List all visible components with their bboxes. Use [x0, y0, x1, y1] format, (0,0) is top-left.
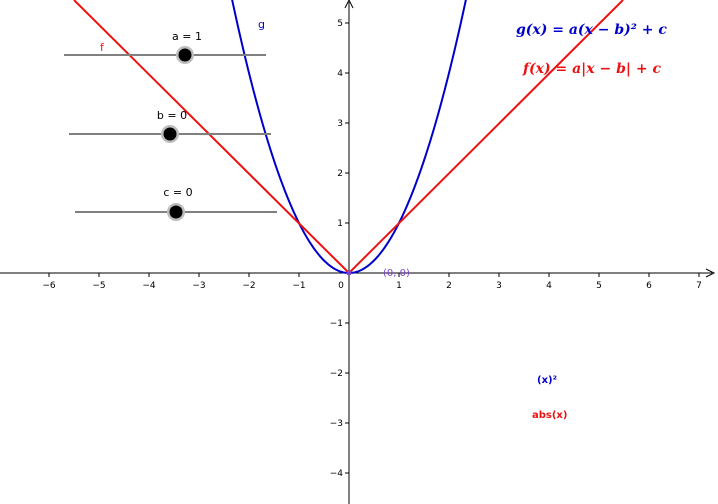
square-function-button[interactable]: (x)²	[537, 375, 557, 386]
vertex-point[interactable]	[346, 270, 352, 276]
slider-b[interactable]: b = 0	[69, 109, 271, 143]
curve-label-g: g	[258, 18, 265, 31]
formula-g: g(x) = a(x − b)² + c	[516, 22, 667, 38]
x-tick-label: 0	[338, 281, 344, 291]
x-tick-label: −2	[242, 281, 255, 291]
y-tick-label: 5	[337, 19, 343, 29]
slider-a[interactable]: a = 1	[64, 30, 266, 64]
slider-b-label: b = 0	[157, 109, 187, 122]
x-tick-label: 3	[496, 281, 502, 291]
x-tick-label: −5	[92, 281, 105, 291]
slider-c[interactable]: c = 0	[75, 186, 277, 221]
y-tick-label: −4	[330, 469, 344, 479]
x-tick-label: −3	[192, 281, 205, 291]
slider-c-knob[interactable]	[169, 205, 183, 219]
x-axis-arrow	[705, 268, 716, 278]
vertex-label: (0, 0)	[383, 268, 410, 279]
abs-function-button[interactable]: abs(x)	[532, 410, 567, 421]
y-tick-label: 2	[337, 169, 343, 179]
x-tick-label: 6	[646, 281, 652, 291]
slider-c-label: c = 0	[163, 186, 192, 199]
y-axis-arrow	[344, 0, 354, 9]
x-tick-label: −1	[292, 281, 305, 291]
y-tick-marks	[345, 22, 349, 474]
y-tick-label: 4	[337, 69, 343, 79]
x-tick-label: 2	[446, 281, 452, 291]
slider-a-knob[interactable]	[178, 48, 192, 62]
y-tick-label: −2	[330, 369, 343, 379]
y-tick-label: 1	[337, 219, 343, 229]
x-tick-label: 4	[546, 281, 552, 291]
y-tick-label: 3	[337, 119, 343, 129]
x-tick-label: 1	[396, 281, 402, 291]
x-tick-labels: −6 −5 −4 −3 −2 −1 0 1 2 3 4 5 6 7	[42, 281, 702, 291]
y-tick-label: −1	[330, 319, 343, 329]
curve-label-f: f	[100, 41, 105, 54]
y-tick-labels: 1 2 3 4 5 −1 −2 −3 −4	[330, 19, 344, 479]
formula-f: f(x) = a|x − b| + c	[522, 61, 661, 77]
x-tick-label: −4	[142, 281, 156, 291]
slider-b-knob[interactable]	[163, 127, 177, 141]
x-tick-label: 5	[596, 281, 602, 291]
y-tick-label: −3	[330, 419, 343, 429]
x-tick-marks	[48, 273, 700, 277]
x-tick-label: 7	[696, 281, 702, 291]
x-tick-label: −6	[42, 281, 56, 291]
slider-a-label: a = 1	[172, 30, 202, 43]
